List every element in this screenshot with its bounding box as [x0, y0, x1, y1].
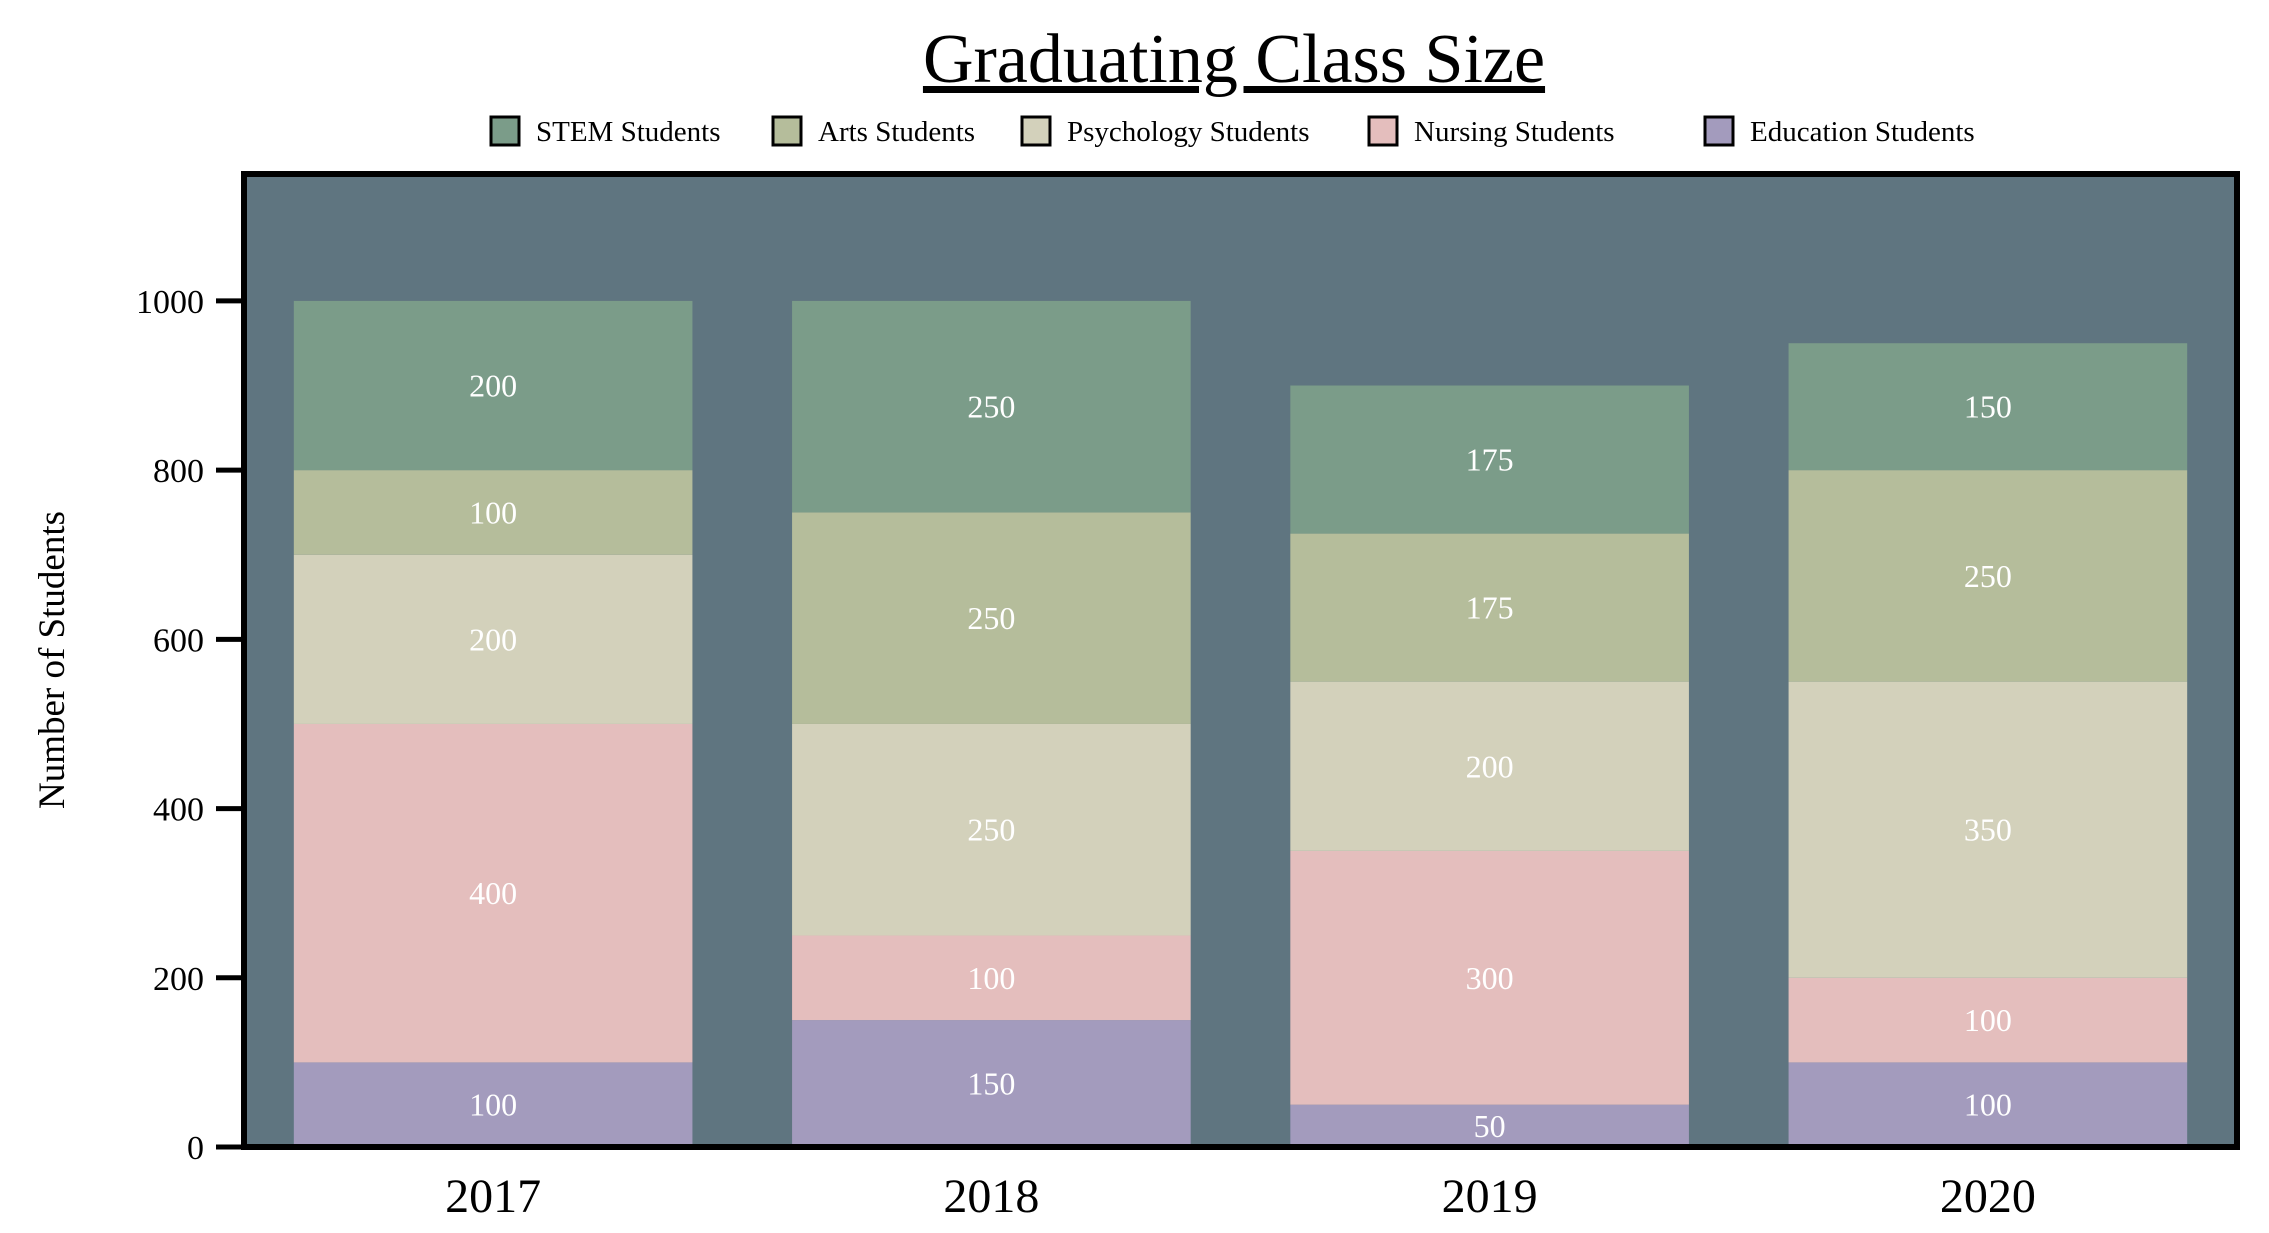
legend-label: Education Students	[1750, 116, 1975, 148]
bar-value-label: 250	[967, 389, 1015, 425]
bar-arts-students-2017	[293, 470, 693, 555]
bar-value-label: 400	[469, 875, 517, 911]
bar-psychology-students-2018	[792, 723, 1191, 936]
y-axis: 0 200 400 600 800 1000	[136, 284, 244, 1167]
bar-value-label: 100	[1964, 1002, 2012, 1038]
bar-value-label: 175	[1466, 442, 1514, 478]
chart-title: Graduating Class Size	[923, 21, 1545, 98]
bar-nursing-students-2020	[1788, 977, 2188, 1063]
bar-value-label: 100	[967, 960, 1015, 996]
bar-value-label: 150	[1964, 389, 2012, 425]
bar-value-label: 250	[967, 812, 1015, 848]
legend-swatch	[1703, 115, 1735, 147]
bar-psychology-students-2019	[1290, 681, 1689, 851]
y-tick-label: 0	[187, 1130, 204, 1167]
bar-education-students-2020	[1788, 1062, 2188, 1147]
bar-value-label: 175	[1466, 590, 1514, 626]
bar-nursing-students-2017	[293, 723, 693, 1063]
legend-label: Arts Students	[818, 116, 975, 148]
bar-value-label: 200	[469, 368, 517, 404]
bar-value-label: 250	[1964, 558, 2012, 594]
y-tick-label: 600	[153, 622, 204, 659]
x-tick-label: 2017	[445, 1170, 541, 1223]
plot-frame	[241, 171, 2240, 1150]
bar-arts-students-2018	[792, 512, 1191, 724]
x-tick-label: 2019	[1442, 1170, 1538, 1223]
bar-education-students-2018	[792, 1020, 1191, 1147]
y-axis-label: Number of Students	[32, 511, 73, 809]
y-tick-label: 800	[153, 453, 204, 490]
bar-education-students-2017	[293, 1062, 693, 1147]
legend-swatch	[1367, 115, 1399, 147]
bar-value-label: 250	[967, 600, 1015, 636]
legend-swatch	[489, 115, 521, 147]
legend-swatch	[771, 115, 803, 147]
bar-value-label: 100	[469, 1087, 517, 1123]
bar-stem-students-2020	[1788, 343, 2188, 471]
x-axis: 2017 2018 2019 2020	[445, 1170, 2036, 1223]
bar-stem-students-2017	[293, 300, 693, 471]
bar-psychology-students-2020	[1788, 681, 2188, 978]
bar-psychology-students-2017	[293, 554, 693, 724]
bar-value-label: 300	[1466, 960, 1514, 996]
bar-education-students-2019	[1290, 1104, 1689, 1147]
bars: 100 400 200 100 200 150 100 250 250 250 50 300 200 17…	[293, 300, 2188, 1147]
bar-nursing-students-2019	[1290, 850, 1689, 1105]
legend-label: STEM Students	[536, 116, 721, 148]
y-tick-label: 200	[153, 961, 204, 998]
bar-value-label: 50	[1474, 1108, 1506, 1144]
bar-value-label: 200	[469, 621, 517, 657]
bar-stem-students-2018	[792, 300, 1191, 513]
legend-label: Nursing Students	[1414, 116, 1615, 148]
legend: STEM Students Arts Students Psychology Stu…	[489, 115, 1975, 148]
bar-value-label: 100	[1964, 1087, 2012, 1123]
legend-swatch	[1020, 115, 1052, 147]
bar-arts-students-2020	[1788, 470, 2188, 682]
bar-value-label: 100	[469, 494, 517, 530]
y-tick-label: 1000	[136, 284, 204, 321]
x-tick-label: 2020	[1940, 1170, 2036, 1223]
y-tick-label: 400	[153, 792, 204, 829]
bar-value-label: 150	[967, 1066, 1015, 1102]
bar-value-label: 350	[1964, 812, 2012, 848]
bar-arts-students-2019	[1290, 533, 1689, 682]
bar-value-label: 200	[1466, 748, 1514, 784]
bar-stem-students-2019	[1290, 385, 1689, 534]
legend-label: Psychology Students	[1067, 116, 1310, 148]
bar-nursing-students-2018	[792, 935, 1191, 1021]
x-tick-label: 2018	[943, 1170, 1039, 1223]
